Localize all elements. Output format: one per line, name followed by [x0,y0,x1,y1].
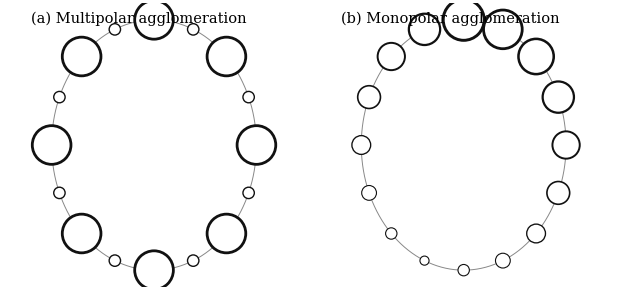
Circle shape [518,39,554,74]
Circle shape [62,37,101,76]
Circle shape [443,0,484,40]
Circle shape [237,126,276,164]
Circle shape [352,136,370,154]
Circle shape [484,10,522,49]
Circle shape [109,24,121,35]
Circle shape [109,255,121,266]
Circle shape [358,86,381,108]
Circle shape [362,186,377,200]
Circle shape [187,24,199,35]
Text: (a) Multipolar agglomeration: (a) Multipolar agglomeration [31,11,247,26]
Circle shape [53,187,65,199]
Circle shape [543,81,574,113]
Circle shape [62,214,101,253]
Circle shape [207,214,246,253]
Circle shape [420,256,429,265]
Circle shape [187,255,199,266]
Circle shape [243,187,254,199]
Circle shape [458,264,469,276]
Circle shape [409,14,440,45]
Text: (b) Monopolar agglomeration: (b) Monopolar agglomeration [341,11,559,26]
Circle shape [377,43,405,70]
Circle shape [207,37,246,76]
Circle shape [552,131,580,159]
Circle shape [53,91,65,103]
Circle shape [496,253,510,268]
Circle shape [547,182,570,204]
Circle shape [135,251,174,289]
Circle shape [135,1,174,39]
Circle shape [386,228,397,239]
Circle shape [32,126,71,164]
Circle shape [243,91,254,103]
Circle shape [526,224,545,243]
